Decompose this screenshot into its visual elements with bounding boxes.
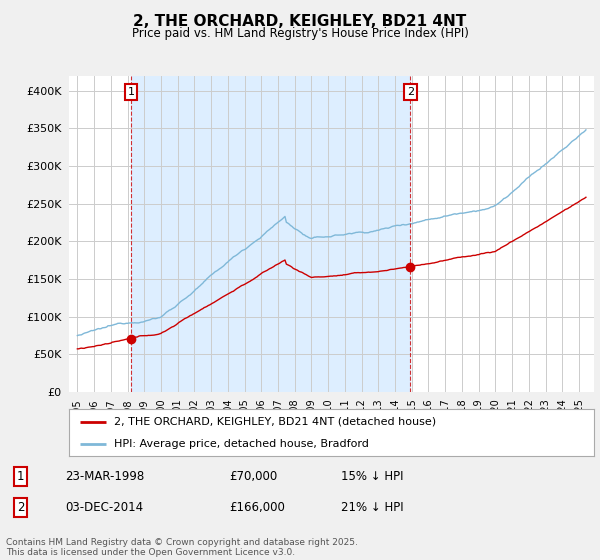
Text: 03-DEC-2014: 03-DEC-2014: [65, 501, 143, 514]
Text: £166,000: £166,000: [229, 501, 286, 514]
Text: 2: 2: [407, 87, 414, 97]
Text: Price paid vs. HM Land Registry's House Price Index (HPI): Price paid vs. HM Land Registry's House …: [131, 27, 469, 40]
Text: £70,000: £70,000: [229, 470, 278, 483]
Text: 21% ↓ HPI: 21% ↓ HPI: [341, 501, 404, 514]
Text: 23-MAR-1998: 23-MAR-1998: [65, 470, 144, 483]
Text: HPI: Average price, detached house, Bradford: HPI: Average price, detached house, Brad…: [113, 438, 368, 449]
Bar: [131, 76, 410, 392]
Text: 1: 1: [128, 87, 134, 97]
Text: 2, THE ORCHARD, KEIGHLEY, BD21 4NT: 2, THE ORCHARD, KEIGHLEY, BD21 4NT: [133, 14, 467, 29]
Text: 15% ↓ HPI: 15% ↓ HPI: [341, 470, 404, 483]
Text: 2: 2: [17, 501, 25, 514]
Text: 1: 1: [17, 470, 25, 483]
Text: 2, THE ORCHARD, KEIGHLEY, BD21 4NT (detached house): 2, THE ORCHARD, KEIGHLEY, BD21 4NT (deta…: [113, 417, 436, 427]
Text: Contains HM Land Registry data © Crown copyright and database right 2025.
This d: Contains HM Land Registry data © Crown c…: [6, 538, 358, 557]
